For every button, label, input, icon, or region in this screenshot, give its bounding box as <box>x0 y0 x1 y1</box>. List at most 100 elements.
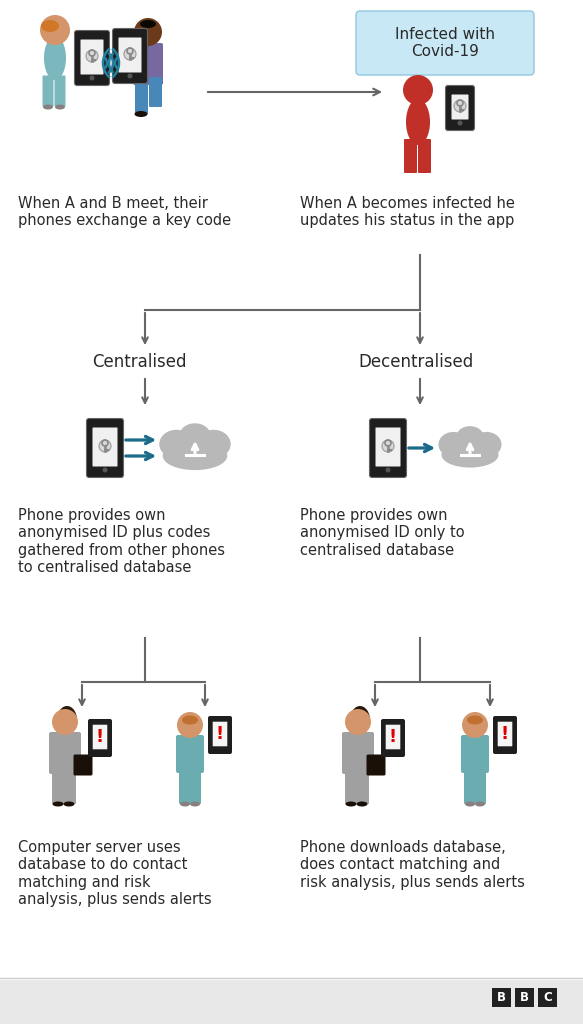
Circle shape <box>103 468 107 472</box>
FancyBboxPatch shape <box>386 725 401 750</box>
FancyBboxPatch shape <box>133 43 163 85</box>
Text: !: ! <box>96 728 104 746</box>
Circle shape <box>52 709 78 735</box>
Circle shape <box>177 712 203 738</box>
FancyBboxPatch shape <box>189 768 201 804</box>
Ellipse shape <box>168 428 222 468</box>
Circle shape <box>134 18 162 46</box>
Ellipse shape <box>64 802 75 807</box>
Ellipse shape <box>441 442 498 468</box>
FancyBboxPatch shape <box>498 722 512 746</box>
Text: When A becomes infected he
updates his status in the app: When A becomes infected he updates his s… <box>300 196 515 228</box>
FancyBboxPatch shape <box>49 732 81 774</box>
Text: !: ! <box>389 728 397 746</box>
Text: !: ! <box>501 725 509 743</box>
Ellipse shape <box>346 802 356 807</box>
FancyBboxPatch shape <box>345 768 358 804</box>
FancyBboxPatch shape <box>474 768 486 804</box>
Ellipse shape <box>41 20 59 32</box>
Ellipse shape <box>44 36 66 80</box>
Text: !: ! <box>216 725 224 743</box>
Ellipse shape <box>55 104 65 110</box>
Text: C: C <box>543 991 552 1004</box>
Ellipse shape <box>196 430 231 459</box>
Circle shape <box>86 50 98 62</box>
Ellipse shape <box>356 802 367 807</box>
Text: Phone provides own
anonymised ID plus codes
gathered from other phones
to centra: Phone provides own anonymised ID plus co… <box>18 508 225 575</box>
Bar <box>538 988 557 1007</box>
Ellipse shape <box>135 111 147 117</box>
FancyBboxPatch shape <box>342 732 374 774</box>
FancyBboxPatch shape <box>63 768 76 804</box>
FancyBboxPatch shape <box>213 722 227 746</box>
Ellipse shape <box>465 802 475 807</box>
Text: Centralised: Centralised <box>92 353 187 371</box>
Ellipse shape <box>467 716 483 725</box>
FancyBboxPatch shape <box>356 11 534 75</box>
Text: Phone downloads database,
does contact matching and
risk analysis, plus sends al: Phone downloads database, does contact m… <box>300 840 525 890</box>
Text: Infected with
Covid-19: Infected with Covid-19 <box>395 27 495 59</box>
Ellipse shape <box>140 20 156 28</box>
Ellipse shape <box>52 802 64 807</box>
Text: B: B <box>520 991 529 1004</box>
FancyBboxPatch shape <box>118 38 142 73</box>
Circle shape <box>382 440 394 452</box>
Bar <box>0 980 583 1024</box>
FancyBboxPatch shape <box>464 768 476 804</box>
Ellipse shape <box>475 802 485 807</box>
Text: When A and B meet, their
phones exchange a key code: When A and B meet, their phones exchange… <box>18 196 231 228</box>
FancyBboxPatch shape <box>381 719 405 757</box>
FancyBboxPatch shape <box>418 139 431 173</box>
Circle shape <box>403 75 433 105</box>
FancyBboxPatch shape <box>451 94 469 120</box>
FancyBboxPatch shape <box>86 419 124 477</box>
FancyBboxPatch shape <box>176 735 204 773</box>
Circle shape <box>124 48 136 60</box>
FancyBboxPatch shape <box>404 139 417 173</box>
FancyBboxPatch shape <box>208 716 232 754</box>
Bar <box>515 988 534 1007</box>
FancyBboxPatch shape <box>52 768 65 804</box>
Circle shape <box>458 121 462 126</box>
Circle shape <box>345 709 371 735</box>
Ellipse shape <box>456 426 483 446</box>
FancyBboxPatch shape <box>54 76 65 106</box>
Bar <box>492 988 511 1007</box>
FancyBboxPatch shape <box>73 755 93 775</box>
Ellipse shape <box>180 423 210 446</box>
Circle shape <box>462 712 488 738</box>
Circle shape <box>385 468 391 472</box>
Ellipse shape <box>472 432 501 457</box>
Circle shape <box>90 76 94 81</box>
FancyBboxPatch shape <box>93 725 107 750</box>
Ellipse shape <box>438 432 469 457</box>
Circle shape <box>99 440 111 452</box>
Circle shape <box>128 74 132 79</box>
FancyBboxPatch shape <box>43 76 54 106</box>
FancyBboxPatch shape <box>461 735 489 773</box>
Text: Phone provides own
anonymised ID only to
centralised database: Phone provides own anonymised ID only to… <box>300 508 465 558</box>
FancyBboxPatch shape <box>370 419 406 477</box>
Ellipse shape <box>57 706 77 734</box>
Text: Computer server uses
database to do contact
matching and risk
analysis, plus sen: Computer server uses database to do cont… <box>18 840 212 907</box>
FancyBboxPatch shape <box>375 427 401 467</box>
FancyBboxPatch shape <box>493 716 517 754</box>
FancyBboxPatch shape <box>135 80 148 114</box>
FancyBboxPatch shape <box>75 31 110 85</box>
Ellipse shape <box>446 431 494 465</box>
Ellipse shape <box>182 716 198 725</box>
FancyBboxPatch shape <box>80 40 104 75</box>
Text: Decentralised: Decentralised <box>358 353 473 371</box>
FancyBboxPatch shape <box>93 427 118 467</box>
FancyBboxPatch shape <box>113 29 147 84</box>
Ellipse shape <box>350 706 370 734</box>
Ellipse shape <box>190 802 200 807</box>
Ellipse shape <box>43 104 53 110</box>
FancyBboxPatch shape <box>88 719 112 757</box>
FancyBboxPatch shape <box>445 85 475 130</box>
FancyBboxPatch shape <box>356 768 369 804</box>
FancyBboxPatch shape <box>149 77 162 106</box>
Text: B: B <box>497 991 506 1004</box>
Ellipse shape <box>159 430 194 459</box>
Ellipse shape <box>163 441 227 470</box>
